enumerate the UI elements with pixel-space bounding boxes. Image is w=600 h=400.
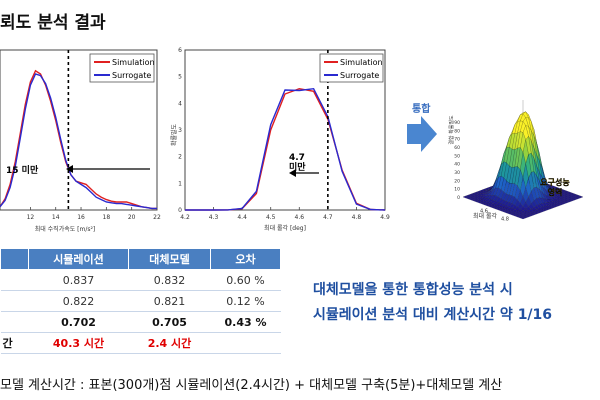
series-line-surrogate	[185, 87, 386, 211]
table-cell: 40.3 시간	[28, 332, 129, 354]
table-header: 대체모델	[128, 248, 211, 270]
z-tick-label: 90	[454, 120, 460, 126]
legend-label-surrogate: Surrogate	[112, 71, 151, 80]
table-cell	[0, 269, 29, 291]
threshold-value: 4.7 미만	[289, 153, 306, 173]
z-tick-label: 0	[457, 195, 460, 201]
table-cell: 0.822	[28, 290, 129, 312]
x-tick-label: 4.6	[480, 209, 488, 215]
performance-region-label: 요구성능 영역	[540, 177, 570, 197]
table-cell: 2.4 시간	[128, 332, 211, 354]
table-row: 간 40.3 시간 2.4 시간	[0, 332, 281, 354]
x-tick-label: 16	[77, 214, 85, 221]
y-tick-label: 2	[178, 154, 182, 161]
z-axis-label-text: 결합 확률밀도	[448, 115, 455, 145]
x-tick-label: 4.4	[237, 214, 247, 221]
threshold-annotation: 15 미만	[6, 164, 150, 176]
summary-line-1: 대체모델을 통한 통합성능 분석 시	[313, 282, 513, 298]
series-lines	[185, 87, 386, 211]
z-tick-label: 80	[454, 128, 460, 134]
results-table: 시뮬레이션 대체모델 오차 0.837 0.832 0.60 % 0.822 0…	[0, 248, 281, 354]
table-cell: 0.821	[128, 290, 211, 312]
y-tick-label: 3	[178, 127, 182, 134]
x-tick-label: 18	[103, 214, 111, 221]
performance-region-line2: 영역	[548, 187, 563, 197]
x-tick-label: 14	[52, 214, 60, 221]
x-tick-label: 4.2	[180, 214, 190, 221]
table-cell	[0, 311, 29, 333]
performance-region-line1: 요구성능	[540, 177, 570, 187]
surface-mesh	[462, 111, 584, 220]
legend-label-simulation: Simulation	[340, 58, 383, 67]
legend-label-simulation: Simulation	[112, 58, 155, 67]
table-cell: 0.702	[28, 311, 129, 333]
arrow-right-icon	[407, 116, 437, 152]
x-tick-label: 22	[153, 214, 161, 221]
series-lines	[0, 69, 157, 210]
x-tick-label: 4.7	[323, 214, 333, 221]
arrow-head	[289, 169, 296, 177]
x-axis-label: 최대 수직가속도 [m/s²]	[35, 225, 96, 233]
x-axis-label: 최대 롤각 [deg]	[264, 224, 306, 232]
z-tick-label: 70	[454, 137, 460, 143]
x-tick-label: 4.8	[352, 214, 362, 221]
table-cell: 0.832	[128, 269, 211, 291]
table-cell	[0, 290, 29, 312]
arrow-head	[66, 165, 73, 173]
table-cell: 간	[0, 332, 29, 354]
table-cell: 0.837	[28, 269, 129, 291]
z-axis-label: 결합 확률밀도	[448, 115, 455, 145]
y-axis-label: 확률밀도	[170, 123, 178, 146]
summary-text: 대체모델을 통한 통합성능 분석 시 시뮬레이션 분석 대비 계산시간 약 1/…	[313, 278, 552, 328]
legend: Simulation Surrogate	[319, 53, 384, 83]
x-axis-label: 최대 롤각	[473, 212, 497, 220]
x-tick-label: 4.8	[501, 216, 509, 222]
y-tick-label: 0	[178, 207, 182, 214]
legend-box	[319, 53, 384, 83]
table-row: 0.822 0.821 0.12 %	[0, 290, 281, 312]
z-tick-label: 40	[454, 162, 460, 168]
integration-label: 통합	[412, 104, 431, 115]
table-cell: 0.12 %	[210, 290, 281, 312]
y-tick-label: 1	[178, 180, 182, 187]
surface-patch	[520, 216, 526, 220]
y-tick-label: 5	[178, 74, 182, 81]
table-header: 오차	[210, 248, 281, 270]
y-tick-label: 6	[178, 47, 182, 54]
table-row: 0.837 0.832 0.60 %	[0, 269, 281, 291]
x-tick-label: 20	[128, 214, 136, 221]
footnote: 모델 계산시간 : 표본(300개)점 시뮬레이션(2.4시간) + 대체모델 …	[0, 378, 503, 393]
summary-line-2: 시뮬레이션 분석 대비 계산시간 약 1/16	[313, 307, 553, 323]
legend-label-surrogate: Surrogate	[340, 71, 379, 80]
legend: Simulation Surrogate	[89, 53, 155, 83]
page-title: 뢰도 분석 결과	[0, 13, 106, 33]
table-cell	[210, 332, 281, 354]
threshold-annotation: 4.7 미만	[289, 153, 319, 177]
x-tick-label: 12	[27, 214, 35, 221]
table-header-row: 시뮬레이션 대체모델 오차	[0, 248, 281, 270]
y-tick-label: 4	[178, 100, 182, 107]
x-tick-label: 4.3	[209, 214, 219, 221]
z-tick-label: 30	[454, 170, 460, 176]
roll-angle-pdf-chart: 확률밀도 4.2 4.3 4.4 4.5 4.6 4.7 4.8 4.9 0 1 2 3 4 5 6 Sim…	[170, 47, 390, 232]
table-cell: 0.705	[128, 311, 211, 333]
series-line-surrogate	[0, 73, 157, 210]
table-cell: 0.60 %	[210, 269, 281, 291]
z-tick-label: 50	[454, 153, 460, 159]
vertical-acceleration-pdf-chart: 12 14 16 18 20 22 Simulation Surrogate 15 미만 …	[0, 49, 161, 233]
joint-pdf-surface-chart: 0 10 20 30 40 50 60 70 80 90 4.6 4.8 결합 확률밀도 요구성능 영…	[448, 100, 584, 222]
table-header: 시뮬레이션	[28, 248, 129, 270]
table-row: 0.702 0.705 0.43 %	[0, 311, 281, 333]
z-tick-label: 20	[454, 178, 460, 184]
x-tick-label: 4.9	[380, 214, 390, 221]
legend-box	[89, 53, 155, 83]
z-tick-label: 60	[454, 145, 460, 151]
x-tick-label: 4.6	[295, 214, 305, 221]
table-cell: 0.43 %	[210, 311, 281, 333]
table-header	[0, 248, 29, 270]
x-tick-label: 4.5	[266, 214, 276, 221]
z-tick-label: 10	[454, 187, 460, 193]
threshold-label: 15 미만	[6, 164, 39, 176]
